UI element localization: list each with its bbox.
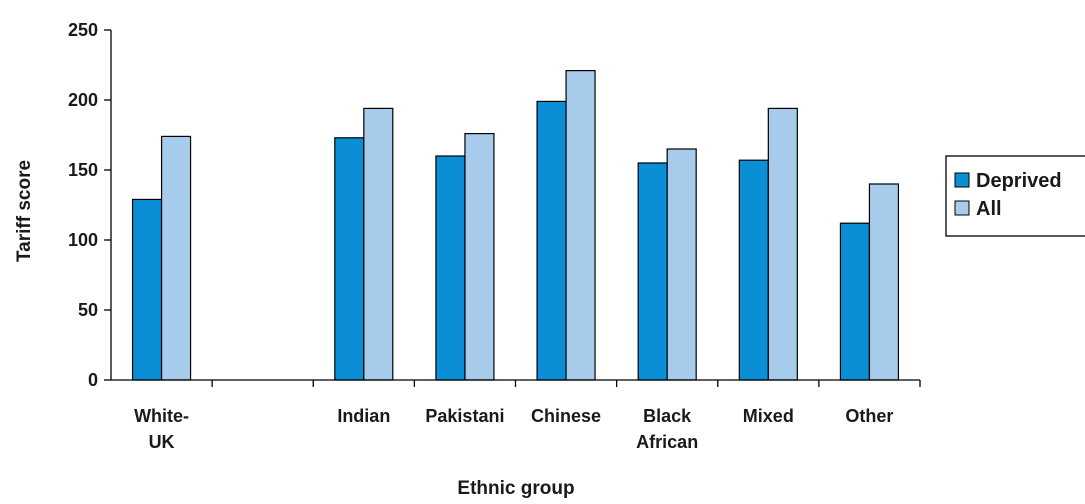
x-tick-label: Indian	[337, 406, 390, 426]
bar-all	[767, 107, 798, 381]
x-tick-label: UK	[149, 432, 175, 452]
bar-deprived	[131, 198, 163, 381]
bar-deprived	[839, 222, 871, 381]
bar-all	[464, 133, 495, 381]
x-tick-label: African	[636, 432, 698, 452]
legend-label-all: All	[976, 198, 1002, 220]
legend-swatch-all	[954, 200, 970, 216]
bar-deprived	[334, 137, 365, 381]
bars	[131, 69, 900, 381]
x-tick-label: Other	[845, 406, 893, 426]
x-tick-label: Mixed	[743, 406, 794, 426]
bar-all	[363, 107, 394, 381]
y-tick-label: 150	[68, 160, 98, 180]
bar-deprived	[738, 159, 769, 381]
y-axis-title: Tariff score	[14, 160, 35, 262]
x-axis-tick-labels: White- UK Indian Pakistani Chinese Black Afric…	[134, 406, 893, 452]
y-tick-label: 0	[88, 370, 98, 390]
x-tick-label: Chinese	[531, 406, 601, 426]
y-tick-label: 50	[78, 300, 98, 320]
x-axis-title: Ethnic group	[457, 478, 574, 499]
x-axis-ticks	[211, 380, 921, 387]
x-tick-label: Pakistani	[425, 406, 504, 426]
bar-deprived	[536, 100, 567, 381]
y-tick-label: 100	[68, 230, 98, 250]
y-axis-ticks: 0 50 100 150 200 250	[68, 20, 111, 390]
legend-swatch-deprived	[954, 172, 970, 188]
bar-deprived	[637, 162, 668, 381]
bar-all	[160, 135, 192, 381]
bar-all	[666, 148, 697, 381]
legend: Deprived All	[945, 155, 1085, 237]
y-tick-label: 250	[68, 20, 98, 40]
legend-label-deprived: Deprived	[976, 170, 1062, 192]
bar-deprived	[435, 155, 466, 381]
bar-all	[868, 183, 900, 381]
y-tick-label: 200	[68, 90, 98, 110]
legend-box	[945, 155, 1085, 237]
bar-all	[565, 69, 596, 381]
x-tick-label: Black	[643, 406, 692, 426]
x-tick-label: White-	[134, 406, 189, 426]
